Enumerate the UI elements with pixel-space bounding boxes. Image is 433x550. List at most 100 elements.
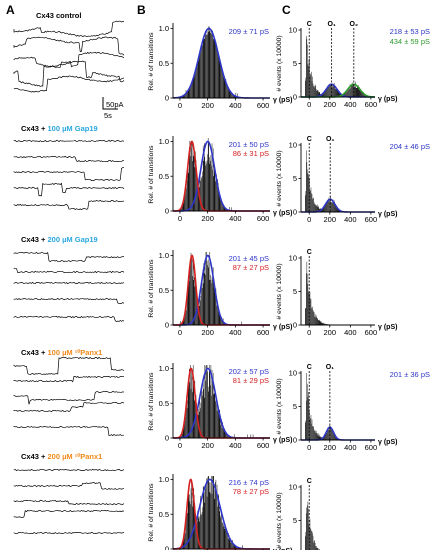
current-trace	[13, 182, 125, 197]
x-tick-label: 600	[365, 443, 378, 452]
current-trace	[13, 139, 125, 143]
condition-prefix-3: Cx43 +	[21, 348, 47, 357]
y-tick-label: 0.5	[159, 399, 169, 408]
histogram-bars	[178, 26, 242, 99]
histogram-bars	[305, 150, 348, 212]
y-tick-label: 1.0	[159, 475, 169, 484]
current-trace	[13, 509, 125, 519]
x-tick-label: 200	[324, 328, 337, 337]
x-tick-label: 400	[229, 214, 242, 223]
current-trace	[13, 75, 125, 93]
condition-treatment-2: 200 µM Gap19	[47, 235, 97, 244]
y-axis-label: # events (x 10000)	[276, 150, 283, 206]
y-tick-label: 1.0	[159, 137, 169, 146]
level-label-0: C	[307, 249, 312, 256]
x-axis-label: γ (pS)	[378, 211, 397, 218]
condition-treatment-4: 200 µM ¹⁰Panx1	[47, 452, 102, 461]
y-tick-label: 0	[165, 321, 169, 330]
scale-bar: 50pA 5s	[102, 97, 124, 120]
y-tick-label: 5	[293, 174, 297, 183]
level-label-0: C	[307, 364, 312, 371]
level-label-0: C	[307, 478, 312, 485]
x-tick-label: 400	[344, 215, 357, 224]
y-axis-label: # events (x 10000)	[276, 378, 283, 434]
x-tick-label: 600	[257, 101, 270, 110]
y-tick-label: 1.0	[159, 251, 169, 260]
y-tick-label: 10	[289, 483, 297, 492]
chart-c-2: C 0 200 400 600 0 5 10 # events (x 10000) γ (pS)	[276, 249, 397, 337]
level-label-1: O₁	[326, 364, 334, 371]
level-label-1: O₁	[327, 21, 335, 28]
y-axis-label: Rel. # of transitions	[148, 372, 155, 431]
y-tick-label: 0	[293, 208, 297, 217]
y-tick-label: 0	[165, 434, 169, 443]
histogram-bars	[305, 261, 344, 325]
panel-letter-a: A	[6, 3, 15, 17]
x-tick-label: 400	[344, 328, 357, 337]
y-tick-label: 1.0	[159, 24, 169, 33]
x-tick-label: 400	[344, 443, 357, 452]
fit-annotation-1: 81 ± 29 pS	[233, 376, 269, 385]
y-tick-label: 10	[289, 254, 297, 263]
current-trace	[13, 51, 125, 68]
current-trace	[13, 481, 125, 490]
chart-b-1: 0 200 400 600 0 0.5 1.0 Rel. # of transitions γ …	[148, 136, 292, 223]
x-tick-label: 200	[201, 441, 214, 450]
y-tick-label: 0.5	[159, 510, 169, 519]
x-tick-label: 600	[365, 100, 378, 109]
chart-b-3: 0 200 400 600 0 0.5 1.0 Rel. # of transitions γ …	[148, 363, 292, 450]
current-traces	[13, 20, 125, 535]
fit-annotation-0: 204 ± 46 pS	[390, 142, 430, 151]
fit-annotation-1: 86 ± 31 pS	[233, 149, 269, 158]
y-axis-label: Rel. # of transitions	[148, 259, 155, 318]
condition-title-4: Cx43 + 200 µM ¹⁰Panx1	[21, 452, 102, 461]
y-tick-label: 10	[289, 369, 297, 378]
histogram-bars	[305, 35, 375, 97]
x-axis-label: γ (pS)	[273, 548, 292, 550]
y-axis-label: Rel. # of transitions	[148, 145, 155, 204]
current-trace	[13, 167, 125, 182]
level-label-2: O₂	[350, 21, 359, 28]
fit-annotation-0: 201 ± 36 pS	[390, 370, 430, 379]
x-tick-label: 200	[201, 214, 214, 223]
current-trace	[13, 281, 125, 285]
x-tick-label: 200	[201, 328, 214, 337]
x-tick-label: 0	[178, 328, 182, 337]
y-tick-label: 5	[293, 516, 297, 525]
current-trace	[13, 199, 125, 211]
condition-prefix-2: Cx43 +	[21, 235, 47, 244]
y-axis-label: Rel. # of transitions	[148, 32, 155, 91]
scale-bar-lines	[102, 97, 118, 110]
condition-treatment-1: 100 µM Gap19	[47, 124, 97, 133]
y-tick-label: 10	[289, 141, 297, 150]
x-tick-label: 400	[344, 100, 357, 109]
x-tick-label: 400	[229, 328, 242, 337]
panel-letter-b: B	[137, 3, 146, 17]
x-tick-label: 200	[201, 101, 214, 110]
current-trace	[13, 375, 125, 383]
y-tick-label: 0.5	[159, 286, 169, 295]
x-tick-label: 400	[229, 441, 242, 450]
y-tick-label: 5	[293, 59, 297, 68]
chart-c-0: C O₁ O₂ 0 200 400 600 0 5 10 # events (x 10000) γ (…	[276, 21, 430, 109]
y-tick-label: 5	[293, 287, 297, 296]
y-axis-label: # events (x 10000)	[276, 263, 283, 319]
fit-annotation-0: 218 ± 53 pS	[390, 27, 430, 36]
x-tick-label: 0	[178, 101, 182, 110]
x-axis-label: γ (pS)	[378, 96, 397, 103]
fit-annotation-0: 201 ± 45 pS	[229, 254, 269, 263]
x-tick-label: 0	[307, 215, 311, 224]
condition-treatment-0: control	[56, 11, 81, 20]
current-trace	[13, 401, 125, 413]
condition-title-1: Cx43 + 100 µM Gap19	[21, 124, 98, 133]
histogram-bars	[178, 476, 244, 549]
histogram-panels: 0 200 400 600 0 0.5 1.0 Rel. # of transitions γ …	[148, 21, 430, 550]
y-axis-label: # events (x 10000)	[276, 35, 283, 91]
x-axis-label: γ (pS)	[378, 324, 397, 331]
histogram-bars	[178, 138, 232, 211]
y-tick-label: 0	[165, 545, 169, 550]
current-trace	[13, 531, 125, 535]
histogram-bars	[305, 373, 344, 440]
